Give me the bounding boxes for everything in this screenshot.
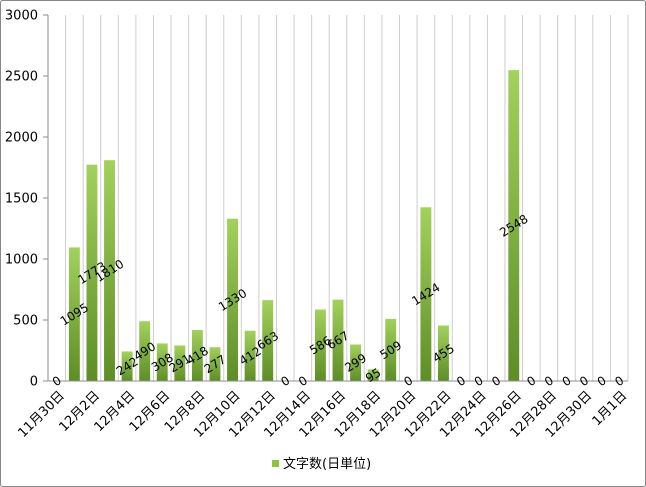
legend-marker [272,460,279,467]
bar [104,160,115,381]
bar [314,309,326,381]
y-tick-label: 1000 [5,253,38,268]
bar [121,351,133,381]
y-tick-label: 2500 [5,70,38,85]
y-tick-label: 500 [13,314,38,329]
bar [191,330,203,381]
y-tick-label: 3000 [5,9,38,24]
bar [332,299,344,381]
bar [350,344,362,381]
bar [508,70,520,382]
bar [438,325,449,381]
axes [43,14,628,382]
y-axis-labels: 0 500 1000 1500 2000 2500 3000 [5,9,38,390]
bar [244,330,256,381]
legend-label: 文字数(日単位) [283,456,371,472]
bar [227,218,238,381]
bar [174,345,186,381]
y-tick-label: 0 [30,375,38,390]
bar [262,300,274,381]
bar [367,369,379,381]
y-tick-label: 2000 [5,131,38,146]
gridlines [65,15,629,381]
bar [156,343,168,381]
legend: 文字数(日単位) [272,456,371,472]
bar [68,247,80,381]
data-label: 95 [363,365,383,385]
bar [385,318,397,381]
bar [86,164,98,381]
bar [209,347,221,381]
y-tick-label: 1500 [5,192,38,207]
bar [420,207,432,381]
bars [68,70,520,382]
bar [139,321,151,381]
